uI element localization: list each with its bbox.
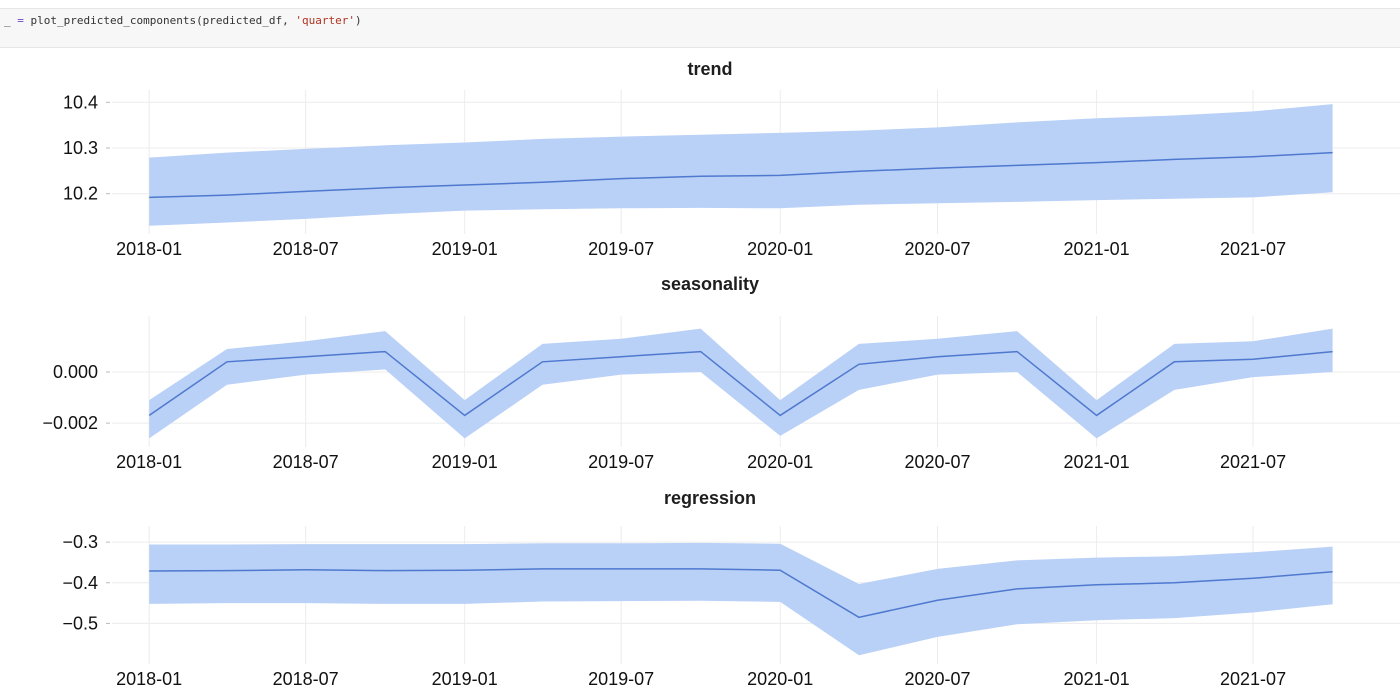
- y-tick-label: −0.4: [62, 573, 98, 593]
- series-line: [149, 568, 1333, 619]
- y-tick-label: 0.000: [53, 362, 98, 382]
- regression-chart: regression −0.5 −0.4 −0.3 2018-01 2018-07 2019…: [62, 488, 1400, 689]
- component-charts: trend 10.2 10.3 10.4 2018-01 2018-07 2019-01 20…: [42, 59, 1400, 689]
- x-tick-label: 2018-07: [273, 452, 339, 472]
- x-tick-label: 2019-01: [432, 452, 498, 472]
- chart-title: seasonality: [661, 274, 759, 294]
- x-tick-label: 2019-01: [432, 669, 498, 689]
- x-tick-label: 2020-01: [747, 239, 813, 259]
- series-line: [148, 350, 1333, 417]
- uncertainty-band: [149, 542, 1333, 656]
- x-tick-label: 2018-01: [116, 452, 182, 472]
- x-tick-label: 2019-07: [588, 452, 654, 472]
- y-tick-label: −0.3: [62, 532, 98, 552]
- x-tick-label: 2021-01: [1064, 669, 1130, 689]
- series-line: [149, 151, 1333, 199]
- x-tick-label: 2018-07: [273, 669, 339, 689]
- code-operator: =: [17, 14, 24, 27]
- x-tick-label: 2019-01: [432, 239, 498, 259]
- x-tick-label: 2020-07: [904, 452, 970, 472]
- code-call: plot_predicted_components(predicted_df,: [30, 14, 296, 27]
- code-argument: 'quarter': [295, 14, 356, 27]
- x-tick-label: 2021-01: [1064, 239, 1130, 259]
- y-tick-label: −0.5: [62, 613, 98, 633]
- x-tick-label: 2020-07: [904, 669, 970, 689]
- code-line[interactable]: _ = plot_predicted_components(predicted_…: [4, 14, 362, 27]
- y-tick-label: 10.4: [63, 92, 98, 112]
- trend-chart: trend 10.2 10.3 10.4 2018-01 2018-07 2019-01 20…: [63, 59, 1400, 259]
- uncertainty-band: [149, 104, 1333, 226]
- x-tick-label: 2020-01: [747, 669, 813, 689]
- y-tick-label: −0.002: [42, 413, 98, 433]
- x-tick-label: 2020-01: [747, 452, 813, 472]
- code-prefix: _: [4, 14, 11, 27]
- x-tick-label: 2020-07: [904, 239, 970, 259]
- chart-title: regression: [664, 488, 756, 508]
- x-tick-label: 2021-07: [1220, 669, 1286, 689]
- x-tick-label: 2019-07: [588, 239, 654, 259]
- y-tick-label: 10.2: [63, 184, 98, 204]
- x-tick-label: 2019-07: [588, 669, 654, 689]
- seasonality-chart: seasonality −0.002 0.000 2018-01 2018-07 2019…: [42, 274, 1400, 472]
- y-tick-label: 10.3: [63, 138, 98, 158]
- x-tick-label: 2018-07: [273, 239, 339, 259]
- x-tick-label: 2021-07: [1220, 239, 1286, 259]
- code-cell[interactable]: _ = plot_predicted_components(predicted_…: [0, 8, 1400, 48]
- chart-title: trend: [688, 59, 733, 79]
- x-tick-label: 2018-01: [116, 239, 182, 259]
- x-tick-label: 2018-01: [116, 669, 182, 689]
- code-suffix: ): [355, 14, 362, 27]
- x-tick-label: 2021-07: [1220, 452, 1286, 472]
- x-tick-label: 2021-01: [1064, 452, 1130, 472]
